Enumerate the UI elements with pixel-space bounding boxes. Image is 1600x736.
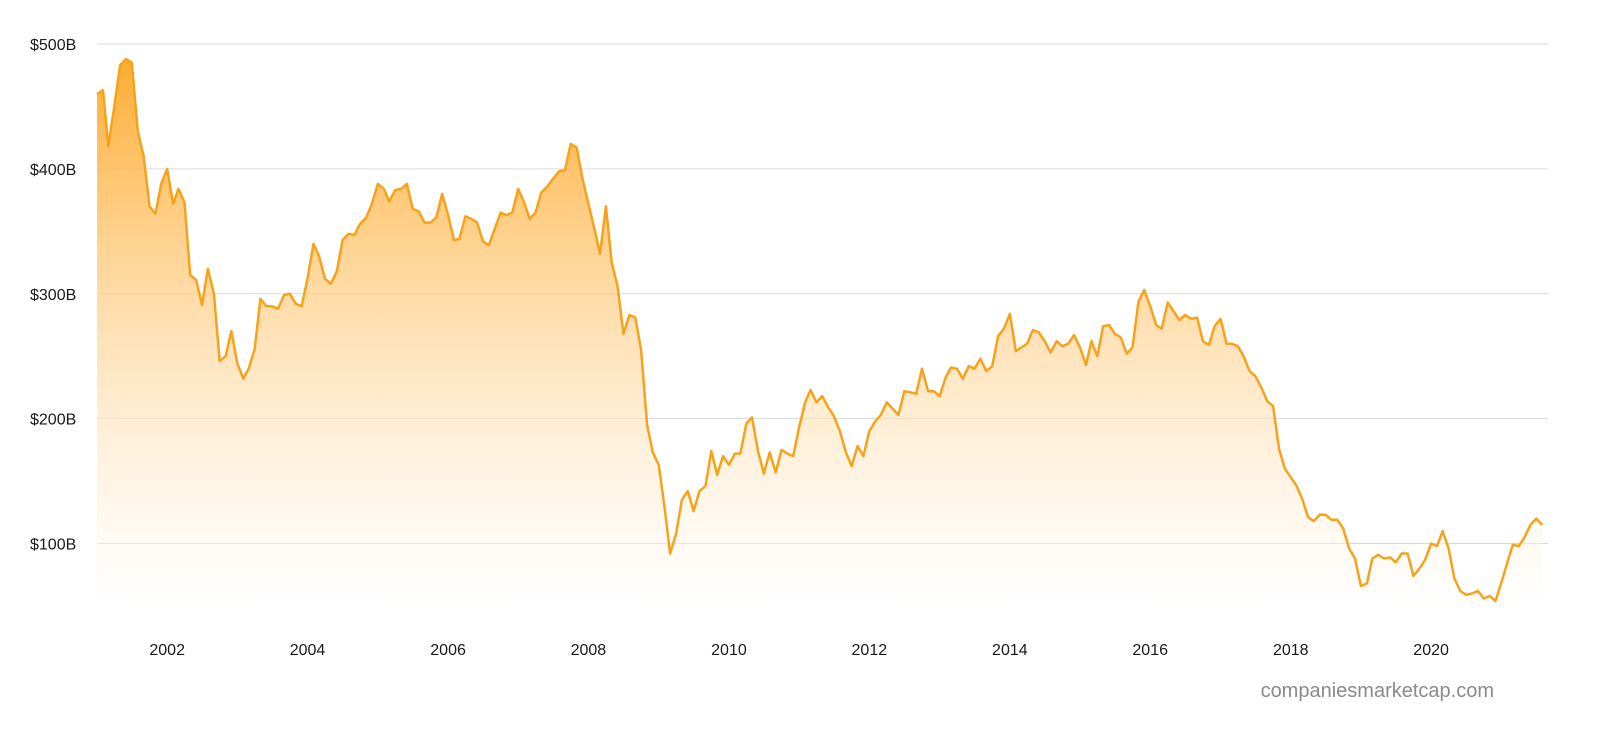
market-cap-area: [97, 59, 1543, 606]
x-tick-label: 2008: [571, 642, 607, 659]
x-tick-label: 2016: [1132, 642, 1168, 659]
y-tick-label: $300B: [30, 287, 76, 304]
y-axis-ticks: $100B $200B $300B $400B $500B: [30, 37, 76, 554]
x-axis-ticks: 2002 2004 2006 2008 2010 2012 2014 2016 2018 2020: [149, 642, 1449, 659]
x-tick-label: 2002: [149, 642, 185, 659]
y-tick-label: $200B: [30, 412, 76, 429]
market-cap-line: [96, 57, 1544, 603]
x-tick-label: 2018: [1273, 642, 1309, 659]
y-tick-label: $500B: [30, 37, 76, 54]
x-tick-label: 2012: [852, 642, 888, 659]
x-tick-label: 2020: [1413, 642, 1449, 659]
x-tick-label: 2006: [430, 642, 466, 659]
x-tick-label: 2010: [711, 642, 747, 659]
x-tick-label: 2004: [290, 642, 326, 659]
y-tick-label: $400B: [30, 162, 76, 179]
x-tick-label: 2014: [992, 642, 1028, 659]
watermark-text: companiesmarketcap.com: [1261, 680, 1494, 702]
y-tick-label: $100B: [30, 537, 76, 554]
